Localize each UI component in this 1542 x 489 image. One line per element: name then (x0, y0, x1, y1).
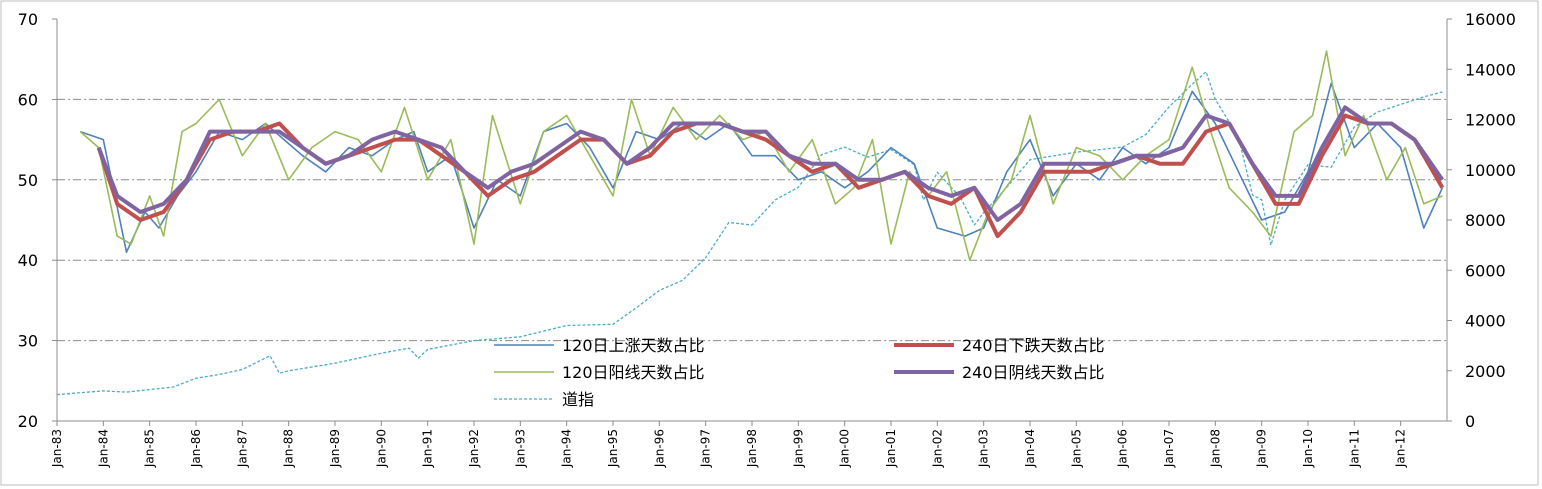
x-tick-label: Jan-96 (652, 429, 666, 468)
series-line (79, 50, 1443, 262)
x-tick-label: Jan-04 (1023, 429, 1037, 468)
legend-label: 道指 (562, 390, 594, 409)
x-tick-label: Jan-90 (374, 429, 388, 468)
series-layer (56, 50, 1445, 396)
y-right-tick-label: 0 (1465, 412, 1475, 431)
x-tick-label: Jan-84 (96, 429, 110, 468)
series-line (56, 71, 1443, 396)
x-tick-label: Jan-95 (606, 429, 620, 468)
x-tick-label: Jan-00 (838, 429, 852, 468)
x-tick-label: Jan-99 (791, 429, 805, 468)
axes: 20 30 40 50 60 70 0 2000 4000 6000 8000 10000 12000 1… (18, 10, 1516, 468)
x-tick-label: Jan-11 (1347, 429, 1361, 468)
y-left-tick-label: 20 (18, 412, 38, 431)
x-tick-label: Jan-09 (1255, 429, 1269, 468)
x-tick-label: Jan-12 (1394, 429, 1408, 468)
y-right-tick-label: 6000 (1465, 261, 1506, 280)
x-tick-label: Jan-88 (282, 429, 296, 468)
x-tick-label: Jan-06 (1116, 429, 1130, 468)
x-tick-label: Jan-03 (977, 429, 991, 468)
x-tick-label: Jan-93 (513, 429, 527, 468)
x-tick-label: Jan-91 (421, 429, 435, 468)
x-tick-label: Jan-07 (1162, 429, 1176, 468)
y-left-tick-label: 70 (18, 10, 38, 29)
y-left-tick-label: 60 (18, 90, 38, 109)
x-tick-label: Jan-05 (1069, 429, 1083, 468)
y-left-tick-label: 40 (18, 251, 38, 270)
x-tick-label: Jan-02 (930, 429, 944, 468)
x-tick-label: Jan-87 (235, 429, 249, 468)
legend: 120日上涨天数占比 240日下跌天数占比 120日阳线天数占比 240日阴线天数占比… (494, 336, 1105, 409)
x-tick-label: Jan-08 (1208, 429, 1222, 468)
y-right-tick-label: 2000 (1465, 362, 1506, 381)
x-tick-label: Jan-83 (50, 429, 64, 468)
x-tick-label: Jan-01 (884, 429, 898, 468)
legend-label: 240日下跌天数占比 (962, 336, 1105, 355)
legend-label: 120日阳线天数占比 (562, 363, 705, 382)
x-tick-label: Jan-86 (189, 429, 203, 468)
y-right-tick-label: 12000 (1465, 111, 1516, 130)
x-tick-label: Jan-85 (143, 429, 157, 468)
y-right-tick-label: 16000 (1465, 10, 1516, 29)
x-tick-label: Jan-92 (467, 429, 481, 468)
y-right-tick-label: 8000 (1465, 211, 1506, 230)
x-tick-label: Jan-89 (328, 429, 342, 468)
x-tick-label: Jan-97 (699, 429, 713, 468)
legend-label: 240日阴线天数占比 (962, 363, 1105, 382)
x-tick-label: Jan-94 (560, 429, 574, 468)
y-right-tick-label: 10000 (1465, 161, 1516, 180)
y-left-tick-label: 30 (18, 332, 38, 351)
x-tick-label: Jan-98 (745, 429, 759, 468)
legend-label: 120日上涨天数占比 (562, 336, 705, 355)
y-right-tick-label: 4000 (1465, 312, 1506, 331)
x-tick-label: Jan-10 (1301, 429, 1315, 468)
y-right-tick-label: 14000 (1465, 60, 1516, 79)
y-left-tick-label: 50 (18, 171, 38, 190)
series-line (96, 105, 1445, 222)
